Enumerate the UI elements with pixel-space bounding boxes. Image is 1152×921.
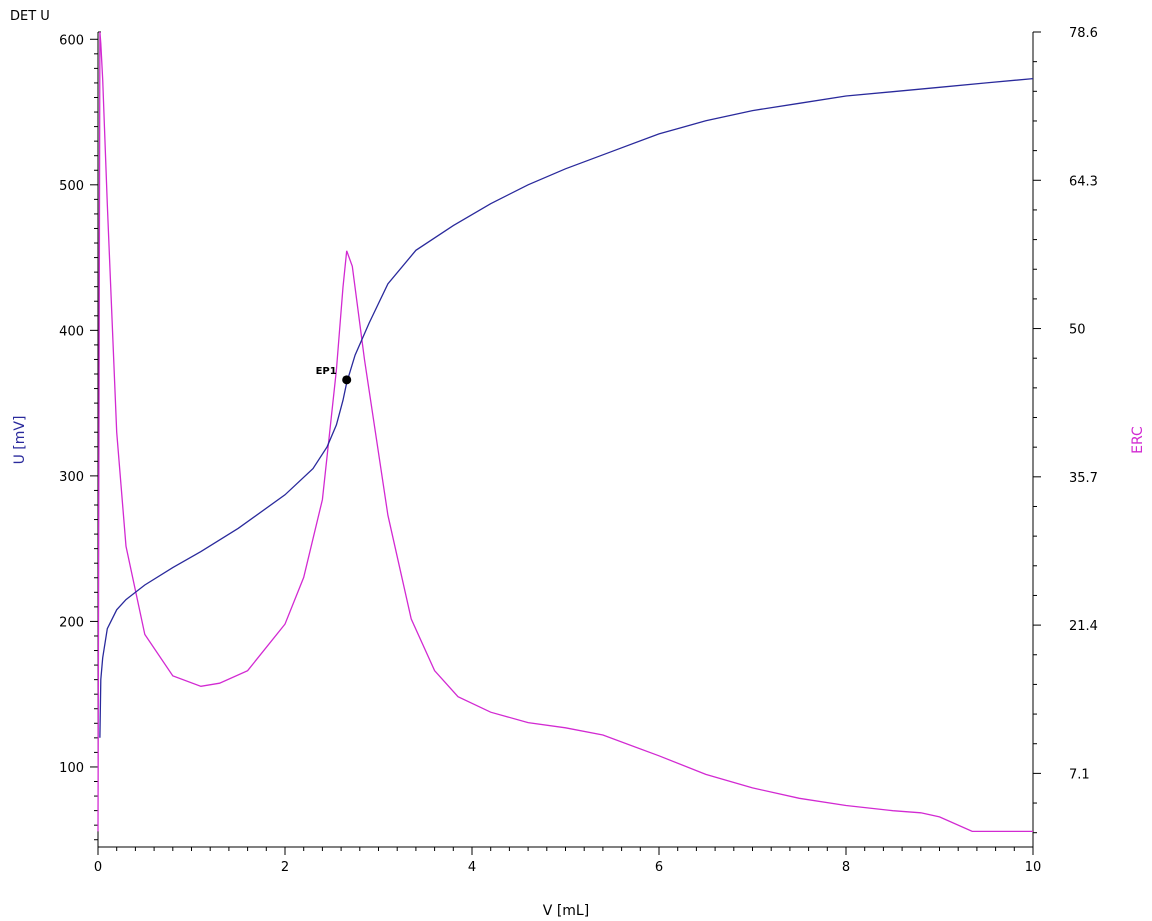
y-right-tick-label: 7.1 [1069, 767, 1090, 782]
y-right-tick-label: 64.3 [1069, 174, 1098, 189]
y-left-tick-label: 500 [59, 179, 84, 194]
y-left-tick-label: 100 [59, 761, 84, 776]
x-tick-label: 0 [94, 860, 102, 875]
y-left-tick-label: 200 [59, 615, 84, 630]
y-left-tick-label: 400 [59, 324, 84, 339]
u-series-line [99, 77, 1034, 738]
chart-title: DET U [10, 9, 50, 24]
axes: 0 2 4 6 8 10 100 200 300 400 500 600 7.1 21.4 35.7 50 64… [59, 26, 1098, 875]
x-tick-label: 8 [842, 860, 850, 875]
y-right-tick-label: 21.4 [1069, 619, 1098, 634]
x-axis-label: V [mL] [543, 903, 589, 919]
y-left-tick-label: 600 [59, 33, 84, 48]
x-tick-label: 4 [468, 860, 476, 875]
ep1-label: EP1 [316, 366, 337, 377]
y-right-tick-label: 35.7 [1069, 471, 1098, 486]
erc-series-line [97, 31, 1033, 833]
y-left-tick-label: 300 [59, 470, 84, 485]
x-tick-label: 10 [1025, 860, 1042, 875]
y-right-tick-label: 50 [1069, 323, 1086, 338]
ep1-marker [342, 375, 352, 385]
y-right-axis-label: ERC [1130, 426, 1146, 454]
y-right-tick-label: 78.6 [1069, 26, 1098, 41]
x-tick-label: 2 [281, 860, 289, 875]
y-left-axis-label: U [mV] [12, 416, 28, 465]
x-tick-label: 6 [655, 860, 663, 875]
